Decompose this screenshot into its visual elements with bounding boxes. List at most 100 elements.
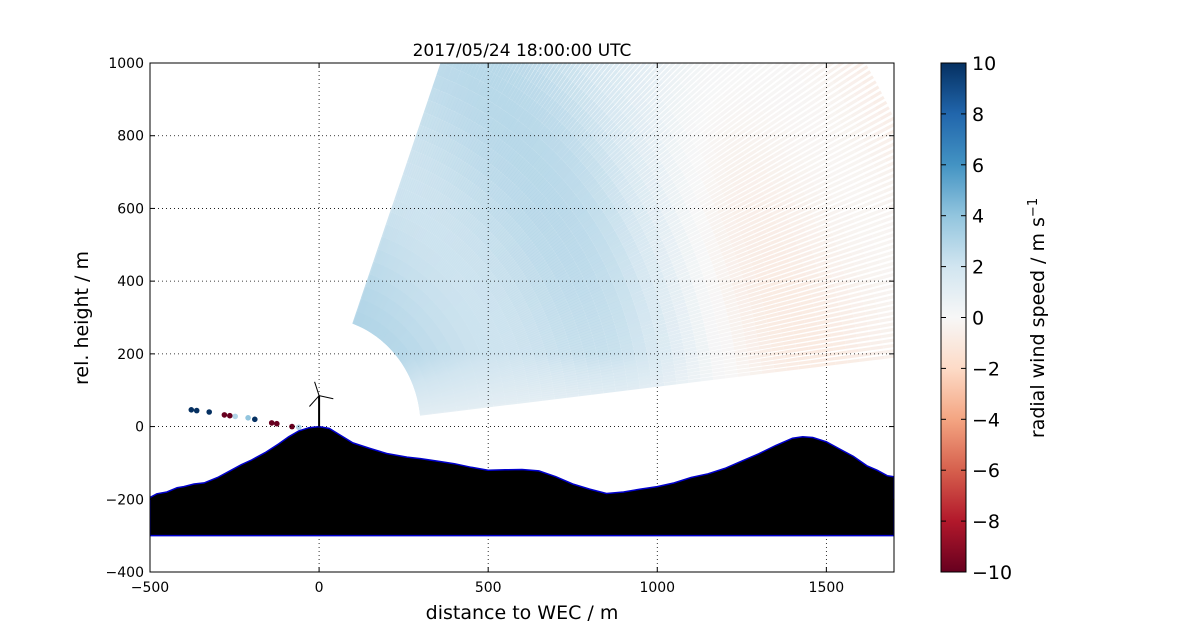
scan-ray-segment <box>637 311 651 319</box>
scan-ray-segment <box>672 199 685 209</box>
scan-ray-segment <box>541 30 547 41</box>
scan-ray-segment <box>589 257 603 267</box>
scan-ray-segment <box>514 301 528 312</box>
scan-ray-segment <box>504 200 516 213</box>
scan-ray-segment <box>537 199 549 211</box>
scan-ray-segment <box>850 108 864 118</box>
scan-ray-segment <box>631 94 643 107</box>
scan-ray-segment <box>599 199 612 210</box>
scan-ray-segment <box>527 333 541 341</box>
scan-ray-segment <box>587 0 594 11</box>
scan-ray-segment <box>571 63 577 67</box>
scan-ray-segment <box>692 111 705 122</box>
scan-ray-segment <box>497 95 507 108</box>
scan-ray-segment <box>485 256 498 268</box>
scan-ray-segment <box>440 263 452 276</box>
scan-ray-segment <box>432 273 444 286</box>
scan-ray-segment <box>645 154 658 165</box>
scan-ray-segment <box>919 335 931 337</box>
scan-ray-segment <box>788 28 798 36</box>
scan-ray-segment <box>790 311 803 318</box>
scan-ray-segment <box>785 357 798 363</box>
scan-ray-segment <box>757 173 770 183</box>
scan-ray-segment <box>524 365 538 372</box>
scan-ray-segment <box>742 201 756 210</box>
scan-ray-segment <box>758 241 772 250</box>
scan-ray-segment <box>806 63 808 64</box>
scan-ray-segment <box>564 116 575 129</box>
scan-ray-segment <box>555 201 567 213</box>
scan-ray-segment <box>738 67 751 78</box>
scan-ray-segment <box>491 393 505 399</box>
scan-ray-segment <box>576 8 583 19</box>
scan-ray-segment <box>801 148 814 158</box>
scan-ray-segment <box>556 274 569 284</box>
scan-ray-segment <box>695 216 708 226</box>
scan-ray-segment <box>488 185 499 198</box>
scan-ray-segment <box>475 308 488 319</box>
scan-ray-segment <box>529 119 540 132</box>
scan-ray-segment <box>517 177 529 190</box>
scan-ray-segment <box>835 237 849 246</box>
scan-ray-segment <box>798 90 811 101</box>
scan-ray-segment <box>455 259 467 272</box>
scan-ray-segment <box>714 63 722 68</box>
scan-ray-segment <box>587 251 600 262</box>
scan-ray-segment <box>656 196 669 206</box>
scan-ray-segment <box>651 382 665 388</box>
scan-ray-segment <box>626 318 640 326</box>
scan-ray-segment <box>848 52 858 59</box>
scan-ray-segment <box>542 205 554 217</box>
scan-ray-segment <box>635 237 649 247</box>
scan-ray-segment <box>492 344 505 353</box>
scan-ray-segment <box>899 156 910 161</box>
scan-ray-segment <box>569 120 580 133</box>
scan-ray-segment <box>688 374 701 380</box>
scan-ray-segment <box>489 120 500 134</box>
scan-ray-segment <box>824 111 837 121</box>
scan-ray-segment <box>616 115 628 128</box>
scan-ray-segment <box>596 63 606 71</box>
scan-ray-segment <box>784 284 797 292</box>
scan-ray-segment <box>792 267 806 275</box>
scan-ray-segment <box>586 361 600 368</box>
scan-ray-segment <box>652 316 665 324</box>
scan-ray-segment <box>871 230 885 238</box>
scan-ray-segment <box>882 338 894 344</box>
scan-ray-segment <box>744 238 757 247</box>
scan-ray-segment <box>564 378 578 385</box>
scan-ray-segment <box>710 139 724 150</box>
scan-ray-segment <box>689 25 698 34</box>
scan-ray-segment <box>454 206 464 220</box>
scan-ray-segment <box>846 159 860 169</box>
scan-ray-segment <box>682 0 690 8</box>
scan-ray-segment <box>497 193 508 206</box>
scan-ray-segment <box>635 79 647 92</box>
scan-ray-segment <box>545 209 558 221</box>
scan-ray-segment <box>542 226 555 238</box>
scan-ray-segment <box>814 21 824 29</box>
scan-ray-segment <box>915 248 927 252</box>
scan-ray-segment <box>535 287 548 297</box>
scan-ray-segment <box>616 63 626 72</box>
scan-ray-segment <box>648 94 660 107</box>
scan-ray-segment <box>711 298 724 305</box>
scan-ray-segment <box>516 393 530 399</box>
scan-ray-segment <box>635 184 648 195</box>
scan-ray-segment <box>558 227 571 239</box>
scan-ray-segment <box>642 329 656 337</box>
scan-ray-segment <box>508 266 521 278</box>
scan-ray-segment <box>439 228 450 241</box>
scan-ray-segment <box>882 116 894 126</box>
scan-ray-segment <box>674 202 687 212</box>
scan-ray-segment <box>614 175 626 186</box>
scan-ray-segment <box>705 64 717 76</box>
scan-ray-segment <box>626 246 639 256</box>
scan-ray-segment <box>611 150 624 162</box>
scan-ray-segment <box>490 223 502 235</box>
scan-ray-segment <box>542 337 555 345</box>
scan-ray-segment <box>481 350 495 359</box>
scan-ray-segment <box>850 296 864 303</box>
scan-ray-segment <box>762 154 775 164</box>
scan-ray-segment <box>844 272 858 279</box>
